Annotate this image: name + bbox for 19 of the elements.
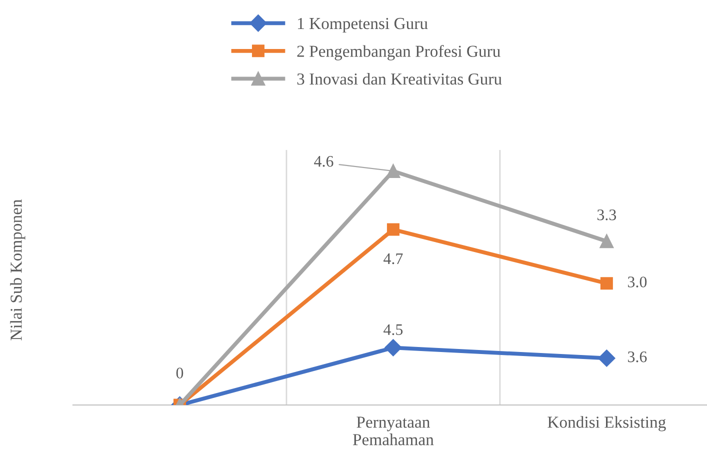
point — [386, 164, 400, 178]
annotation: 4.7 — [384, 253, 403, 264]
annotation: 4.5 — [384, 324, 403, 336]
point — [386, 223, 400, 236]
legend-label: 2 Pengembangan Profesi Guru — [297, 45, 500, 60]
legend-label: 1 Kompetensi Guru — [298, 18, 428, 33]
point — [598, 350, 616, 367]
annotation: 0 — [176, 368, 184, 378]
x-tick-label: Pernyataan Pemahaman — [352, 416, 434, 446]
point — [600, 234, 614, 248]
point — [384, 339, 402, 356]
x-tick-label: Kondisi Eksisting — [548, 416, 666, 432]
annotation: 3.6 — [628, 351, 647, 362]
y-axis-title: Nilai Sub Komponen — [10, 199, 26, 340]
text: 4.6 — [314, 156, 334, 167]
legend-label: 3 Inovasi dan Kreativitas Guru — [297, 72, 502, 85]
annotation: 3.0 — [628, 276, 647, 288]
point — [600, 277, 613, 290]
annotation: 3.3 — [597, 210, 616, 220]
